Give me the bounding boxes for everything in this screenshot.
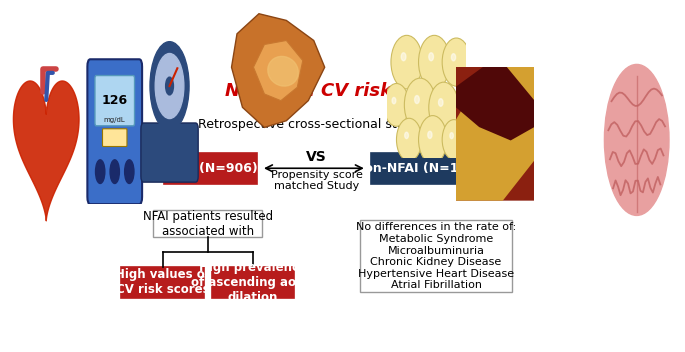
- Circle shape: [414, 95, 419, 103]
- Text: Retrospective cross-sectional study: Retrospective cross-sectional study: [197, 118, 420, 131]
- Circle shape: [429, 53, 434, 61]
- FancyBboxPatch shape: [164, 153, 257, 184]
- Text: NFAI and CV risk: NFAI and CV risk: [225, 82, 392, 100]
- Text: NFAI (N=906): NFAI (N=906): [163, 162, 258, 175]
- FancyBboxPatch shape: [95, 76, 134, 126]
- Circle shape: [392, 98, 396, 104]
- Circle shape: [150, 42, 189, 130]
- FancyBboxPatch shape: [212, 266, 294, 298]
- Text: VS: VS: [306, 150, 327, 164]
- Circle shape: [429, 82, 459, 133]
- Circle shape: [391, 35, 423, 89]
- Polygon shape: [14, 81, 79, 221]
- Circle shape: [442, 38, 471, 86]
- PathPatch shape: [456, 67, 534, 201]
- Circle shape: [451, 54, 456, 61]
- Circle shape: [110, 160, 119, 183]
- Text: Propensity score
matched Study: Propensity score matched Study: [271, 170, 362, 191]
- Circle shape: [166, 77, 173, 95]
- Ellipse shape: [268, 56, 298, 86]
- FancyBboxPatch shape: [456, 67, 534, 201]
- Circle shape: [155, 54, 184, 119]
- Circle shape: [443, 120, 466, 160]
- Circle shape: [384, 83, 409, 126]
- Circle shape: [397, 118, 422, 161]
- PathPatch shape: [232, 14, 325, 127]
- Circle shape: [401, 53, 406, 61]
- Text: High values of
CV risk scores: High values of CV risk scores: [115, 268, 210, 296]
- FancyBboxPatch shape: [153, 210, 262, 237]
- Circle shape: [125, 160, 134, 183]
- Circle shape: [450, 133, 453, 139]
- Circle shape: [427, 131, 432, 138]
- PathPatch shape: [253, 40, 303, 101]
- FancyBboxPatch shape: [103, 129, 127, 146]
- FancyBboxPatch shape: [141, 123, 198, 182]
- Circle shape: [405, 132, 408, 139]
- FancyBboxPatch shape: [121, 266, 203, 298]
- Text: No differences in the rate of:
Metabolic Syndrome
Microalbuminuria
Chronic Kidne: No differences in the rate of: Metabolic…: [356, 222, 516, 290]
- FancyBboxPatch shape: [360, 220, 512, 292]
- PathPatch shape: [456, 67, 534, 140]
- FancyBboxPatch shape: [371, 153, 475, 184]
- Text: High prevalence
of ascending aorta
dilation: High prevalence of ascending aorta dilat…: [190, 260, 315, 304]
- Text: 126: 126: [101, 94, 128, 107]
- Circle shape: [419, 35, 450, 89]
- Circle shape: [438, 99, 443, 106]
- FancyBboxPatch shape: [88, 59, 142, 204]
- Text: NFAI patients resulted
associated with: NFAI patients resulted associated with: [142, 210, 273, 238]
- Text: Non-NFAI (N=1091): Non-NFAI (N=1091): [354, 162, 491, 175]
- Circle shape: [95, 160, 105, 183]
- Text: mg/dL: mg/dL: [104, 117, 125, 123]
- Ellipse shape: [604, 64, 669, 215]
- Circle shape: [419, 115, 447, 164]
- Circle shape: [404, 78, 436, 132]
